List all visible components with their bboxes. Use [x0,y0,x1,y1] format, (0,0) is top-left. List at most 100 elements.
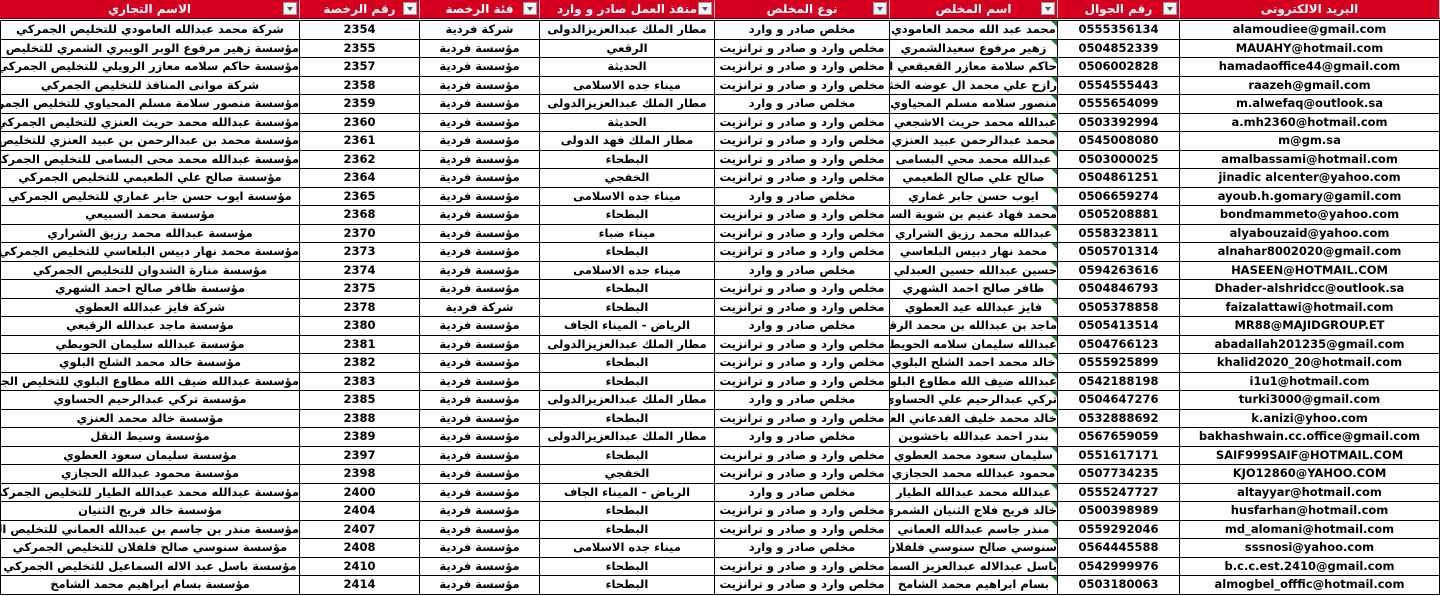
cell-email[interactable]: alamoudiee@gmail.com [1180,21,1440,39]
cell-email[interactable]: raazeh@gmail.com [1180,76,1440,94]
cell-work-port[interactable]: مطار الملك عبدالعزيزالدولى [540,391,715,409]
cell-email[interactable]: bakhashwain.cc.office@gmail.com [1180,428,1440,446]
cell-broker-name[interactable]: صالح علي صالح الطعيمي [890,169,1058,187]
number-as-text-warning-icon[interactable] [1051,224,1057,231]
cell-email[interactable]: KJO12860@YAHOO.COM [1180,465,1440,483]
cell-license-number[interactable]: 2357 [300,58,420,76]
number-as-text-warning-icon[interactable] [1051,520,1057,527]
cell-broker-name[interactable]: تركي عبدالرحيم علي الحساوي [890,391,1058,409]
cell-work-port[interactable]: مطار الملك فهد الدولى [540,132,715,150]
cell-trade-name[interactable]: مؤسسة سليمان سعود العطوي [0,446,300,464]
cell-broker-type[interactable]: مخلص وارد و صادر و ترانزيت [715,557,890,575]
number-as-text-warning-icon[interactable] [1051,354,1057,360]
cell-work-port[interactable]: البطحاء [540,557,715,575]
cell-license-category[interactable]: مؤسسة فردية [420,169,540,187]
cell-mobile-number[interactable]: 0564445588 [1058,539,1180,557]
cell-work-port[interactable]: ميناء ضباء [540,224,715,242]
number-as-text-warning-icon[interactable] [1051,39,1057,46]
filter-dropdown-icon[interactable] [523,2,537,15]
cell-email[interactable]: amalbassami@hotmail.com [1180,150,1440,168]
cell-license-number[interactable]: 2388 [300,409,420,427]
cell-license-category[interactable]: مؤسسة فردية [420,261,540,279]
cell-email[interactable]: i1u1@hotmail.com [1180,372,1440,390]
cell-mobile-number[interactable]: 0504852339 [1058,39,1180,57]
cell-trade-name[interactable]: مؤسسة ظافر صالح احمد الشهري [0,280,300,298]
cell-broker-type[interactable]: مخلص وارد و صادر و ترانزيت [715,520,890,538]
cell-broker-type[interactable]: مخلص وارد و صادر و ترانزيت [715,335,890,353]
column-header-broker-type[interactable]: نوع المخلص [715,0,890,18]
cell-work-port[interactable]: الحديثة [540,113,715,131]
cell-broker-name[interactable]: خالد فريح فلاج الثنيان الشمري [890,502,1058,520]
cell-work-port[interactable]: البطحاء [540,206,715,224]
cell-email[interactable]: sssnosi@yahoo.com [1180,539,1440,557]
cell-trade-name[interactable]: مؤسسة زهير مرفوع الوبر الويبري الشمري لل… [0,39,300,57]
filter-dropdown-icon[interactable] [698,2,712,15]
cell-work-port[interactable]: البطحاء [540,243,715,261]
number-as-text-warning-icon[interactable] [1051,169,1057,175]
cell-broker-type[interactable]: مخلص صادر و وارد [715,261,890,279]
cell-trade-name[interactable]: مؤسسة بسام ابراهيم محمد الشامخ [0,576,300,594]
cell-mobile-number[interactable]: 0503000025 [1058,150,1180,168]
cell-email[interactable]: husfarhan@hotmail.com [1180,502,1440,520]
cell-email[interactable]: abadallah201235@gmail.com [1180,335,1440,353]
cell-broker-name[interactable]: سليمان سعود محمد العطوي [890,446,1058,464]
cell-email[interactable]: alnahar8002020@gmail.com [1180,243,1440,261]
filter-dropdown-icon[interactable] [873,2,887,15]
cell-broker-name[interactable]: عبدالله محمد عبدالله الطيار [890,483,1058,501]
cell-trade-name[interactable]: مؤسسة عبدالله محمد رزيق الشراري [0,224,300,242]
cell-email[interactable]: bondmammeto@yahoo.com [1180,206,1440,224]
cell-license-category[interactable]: مؤسسة فردية [420,76,540,94]
cell-mobile-number[interactable]: 0506659274 [1058,187,1180,205]
cell-license-category[interactable]: مؤسسة فردية [420,409,540,427]
cell-mobile-number[interactable]: 0558323811 [1058,224,1180,242]
cell-mobile-number[interactable]: 0555925899 [1058,354,1180,372]
number-as-text-warning-icon[interactable] [1051,58,1057,64]
cell-broker-name[interactable]: سنوسي صالح سنوسي فلفلان [890,539,1058,557]
cell-license-number[interactable]: 2404 [300,502,420,520]
number-as-text-warning-icon[interactable] [1051,446,1057,453]
cell-broker-name[interactable]: منصور سلامه مسلم المحياوي [890,95,1058,113]
cell-broker-name[interactable]: عبدالله ضيف الله مطاوع البلوي [890,372,1058,390]
cell-broker-type[interactable]: مخلص وارد و صادر و ترانزيت [715,150,890,168]
cell-license-category[interactable]: مؤسسة فردية [420,224,540,242]
cell-trade-name[interactable]: مؤسسة عبدالله محمد محى البسامى للتخليص ا… [0,150,300,168]
cell-work-port[interactable]: ميناء جده الاسلامى [540,187,715,205]
cell-license-category[interactable]: مؤسسة فردية [420,502,540,520]
cell-work-port[interactable]: البطحاء [540,520,715,538]
cell-broker-type[interactable]: مخلص وارد و صادر و ترانزيت [715,206,890,224]
number-as-text-warning-icon[interactable] [1051,243,1057,249]
cell-broker-name[interactable]: محمود عبدالله محمد الحجازي [890,465,1058,483]
cell-license-category[interactable]: شركة فردية [420,21,540,39]
cell-email[interactable]: alyabouzaid@yahoo.com [1180,224,1440,242]
cell-mobile-number[interactable]: 0503392994 [1058,113,1180,131]
cell-mobile-number[interactable]: 0500398989 [1058,502,1180,520]
cell-license-category[interactable]: مؤسسة فردية [420,520,540,538]
number-as-text-warning-icon[interactable] [1051,206,1057,212]
cell-mobile-number[interactable]: 0503180063 [1058,576,1180,594]
cell-work-port[interactable]: البطحاء [540,372,715,390]
cell-work-port[interactable]: البطحاء [540,150,715,168]
cell-mobile-number[interactable]: 0507734235 [1058,465,1180,483]
cell-email[interactable]: khalid2020_20@hotmail.com [1180,354,1440,372]
cell-license-category[interactable]: مؤسسة فردية [420,206,540,224]
number-as-text-warning-icon[interactable] [1051,391,1057,397]
cell-mobile-number[interactable]: 0505413514 [1058,317,1180,335]
cell-broker-type[interactable]: مخلص وارد و صادر و ترانزيت [715,409,890,427]
cell-license-number[interactable]: 2398 [300,465,420,483]
cell-trade-name[interactable]: مؤسسة محمود عبدالله الحجازي [0,465,300,483]
cell-work-port[interactable]: البطحاء [540,409,715,427]
cell-trade-name[interactable]: مؤسسة سنوسي صالح فلفلان للتخليص الجمركي [0,539,300,557]
cell-email[interactable]: ayoub.h.gomary@gamil.com [1180,187,1440,205]
cell-trade-name[interactable]: مؤسسة منذر بن جاسم بن عبدالله العماني لل… [0,520,300,538]
cell-license-category[interactable]: مؤسسة فردية [420,446,540,464]
cell-broker-type[interactable]: مخلص صادر و وارد [715,539,890,557]
cell-broker-type[interactable]: مخلص صادر و وارد [715,483,890,501]
cell-mobile-number[interactable]: 0532888692 [1058,409,1180,427]
cell-broker-type[interactable]: مخلص صادر و وارد [715,317,890,335]
cell-broker-name[interactable]: محمد فهاد غنيم بن شوية السبيعي [890,206,1058,224]
cell-trade-name[interactable]: مؤسسة محمد نهار دبيس البلعاسي للتخليص ال… [0,243,300,261]
cell-work-port[interactable]: مطار الملك عبدالعزيزالدولى [540,335,715,353]
cell-trade-name[interactable]: مؤسسة منصور سلامة مسلم المحياوي للتخليص … [0,95,300,113]
cell-license-category[interactable]: مؤسسة فردية [420,150,540,168]
cell-mobile-number[interactable]: 0559292046 [1058,520,1180,538]
